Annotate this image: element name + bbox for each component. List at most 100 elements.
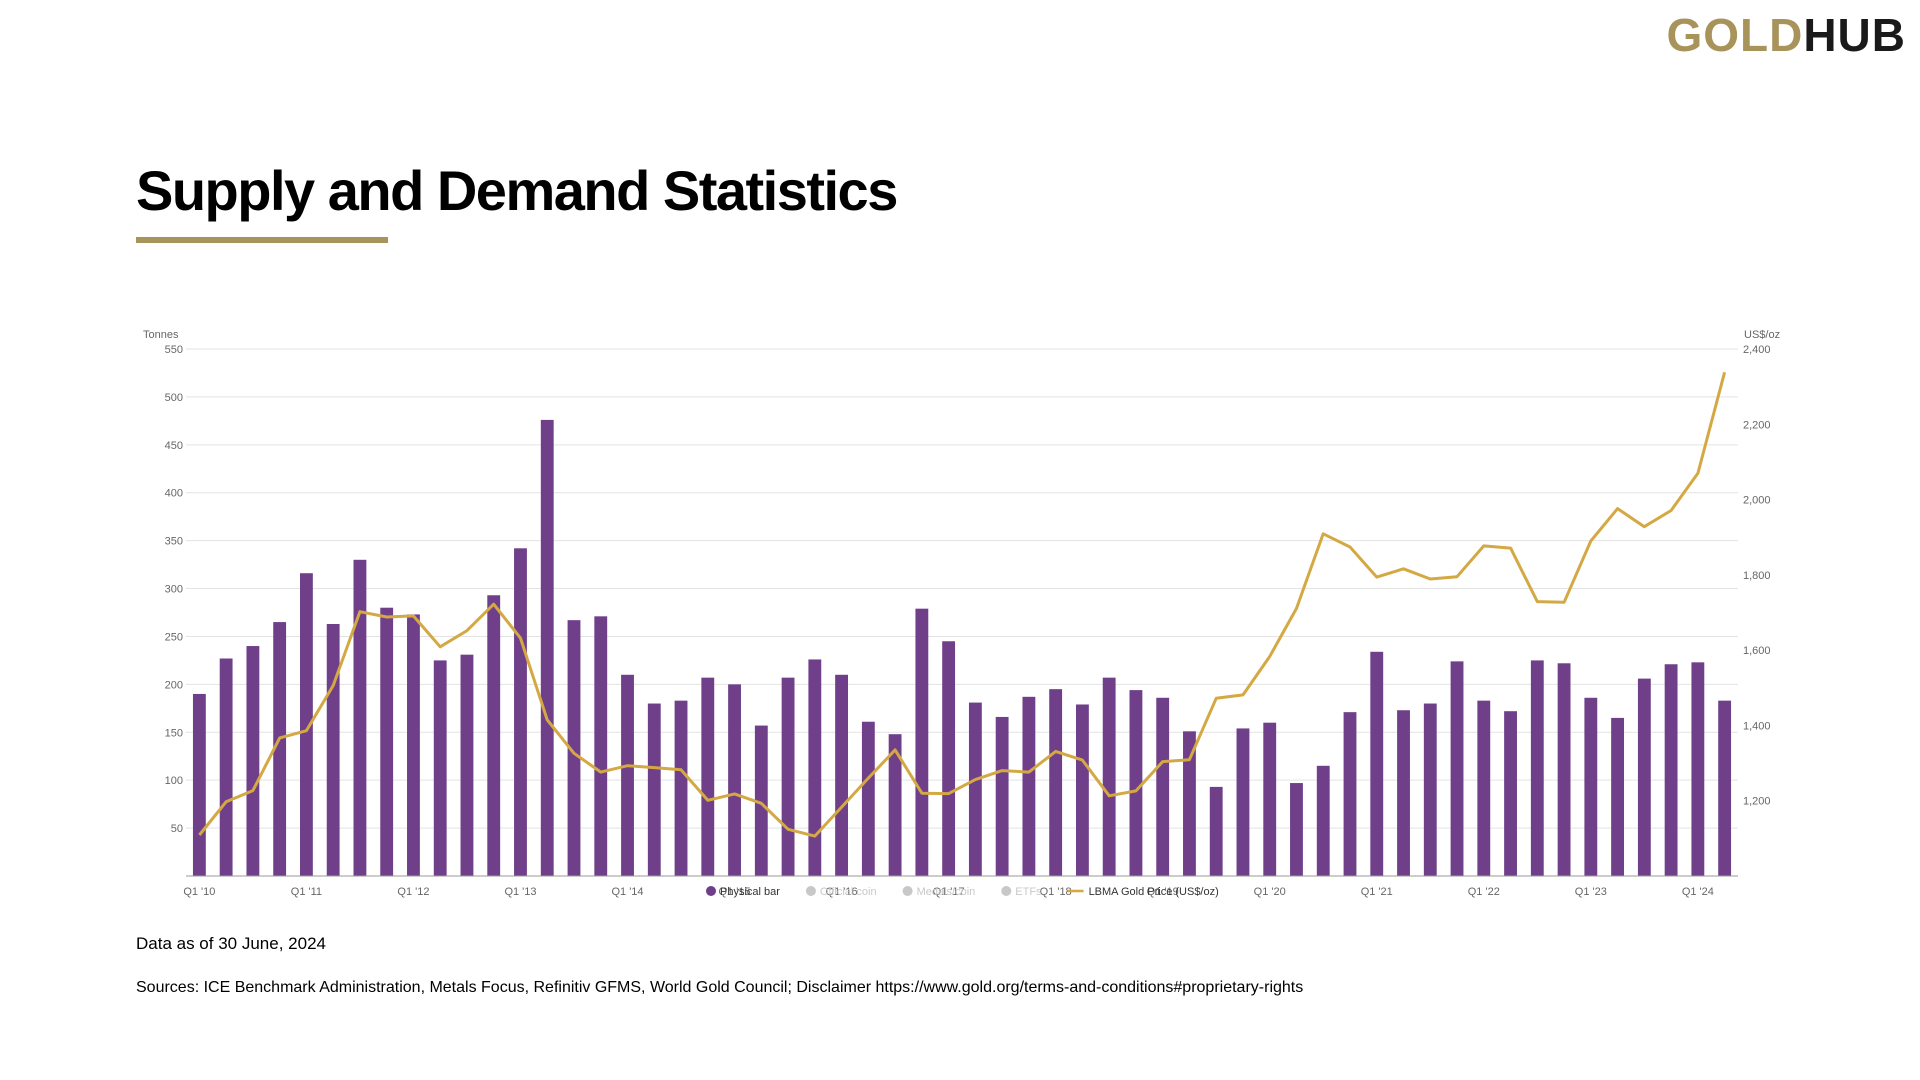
bar-physical-bar[interactable] [1450,661,1464,876]
logo-hub-text: HUB [1803,9,1906,61]
legend-label: LBMA Gold Price (US$/oz) [1089,886,1219,898]
bar-physical-bar[interactable] [326,623,340,876]
legend-label: ETFs [1015,886,1042,898]
page-title: Supply and Demand Statistics [136,159,898,222]
legend-label: Official coin [820,886,877,898]
bar-physical-bar[interactable] [1316,765,1330,876]
bar-physical-bar[interactable] [594,616,608,876]
legend-item[interactable]: Official coin [805,886,877,898]
bar-physical-bar[interactable] [754,725,768,876]
bar-physical-bar[interactable] [487,595,501,876]
bar-physical-bar[interactable] [407,614,420,876]
y-right-tick-label: 1,400 [1743,720,1771,732]
bar-physical-bar[interactable] [246,646,260,876]
legend-item[interactable]: ETFs [1001,886,1042,898]
bar-physical-bar[interactable] [888,734,902,876]
bar-physical-bar[interactable] [433,660,447,876]
bar-physical-bar[interactable] [273,622,287,876]
bar-physical-bar[interactable] [1129,690,1143,876]
x-tick-label: Q1 '13 [504,886,536,898]
bar-physical-bar[interactable] [647,703,661,876]
y-left-tick-label: 550 [165,344,183,356]
bar-physical-bar[interactable] [808,659,822,876]
bar-physical-bar[interactable] [1156,697,1170,876]
legend-item[interactable]: Physical bar [706,886,780,898]
bar-physical-bar[interactable] [1022,696,1036,876]
y-left-tick-label: 350 [165,536,183,548]
bar-physical-bar[interactable] [1102,677,1116,876]
bar-physical-bar[interactable] [514,548,527,876]
bar-physical-bar[interactable] [1691,662,1705,876]
bar-physical-bar[interactable] [1290,783,1303,876]
bar-physical-bar[interactable] [1343,712,1357,876]
goldhub-logo[interactable]: GOLDHUB [1666,8,1906,62]
bar-physical-bar[interactable] [567,620,581,876]
bar-physical-bar[interactable] [701,677,715,876]
bar-physical-bar[interactable] [1370,651,1384,876]
legend-item[interactable]: LBMA Gold Price (US$/oz) [1067,886,1219,898]
title-underline [136,237,388,243]
bar-physical-bar[interactable] [835,674,849,876]
y-right-tick-label: 1,800 [1743,570,1771,582]
bar-physical-bar[interactable] [192,693,206,876]
y-right-axis-title: US$/oz [1744,329,1780,341]
legend-marker-dot [902,886,913,896]
bar-series [192,419,1732,876]
y-left-tick-label: 300 [165,584,183,596]
line-lbma-gold-price[interactable] [198,371,1727,838]
bar-physical-bar[interactable] [942,641,956,876]
x-tick-label: Q1 '19 [1147,886,1179,898]
y-left-tick-label: 100 [165,775,183,787]
bar-physical-bar[interactable] [1637,678,1651,876]
legend-label: Medals/coin [917,886,976,898]
bar-physical-bar[interactable] [1557,663,1571,876]
legend-label: Physical bar [720,886,780,898]
bar-physical-bar[interactable] [1504,711,1517,876]
bar-physical-bar[interactable] [219,658,233,876]
bar-physical-bar[interactable] [1530,660,1544,876]
bar-physical-bar[interactable] [1584,697,1598,876]
y-left-tick-label: 400 [165,488,183,500]
y-left-tick-label: 200 [165,679,183,691]
bar-physical-bar[interactable] [1209,786,1223,876]
bar-physical-bar[interactable] [728,684,741,876]
bar-physical-bar[interactable] [1611,717,1625,876]
bar-physical-bar[interactable] [299,573,313,876]
bar-physical-bar[interactable] [995,716,1009,876]
x-tick-label: Q1 '11 [291,886,322,898]
bar-physical-bar[interactable] [353,559,367,876]
sources-note: Sources: ICE Benchmark Administration, M… [136,979,1304,996]
chart-legend[interactable]: Physical bar Official coin Medals/coin ETFs… [706,886,1219,898]
bar-physical-bar[interactable] [915,608,929,876]
bar-physical-bar[interactable] [1718,700,1732,876]
bar-physical-bar[interactable] [1477,700,1491,876]
bar-physical-bar[interactable] [380,607,394,876]
bar-physical-bar[interactable] [1397,710,1410,876]
bar-physical-bar[interactable] [1049,689,1063,876]
x-tick-label: Q1 '15 [719,886,751,898]
x-tick-label: Q1 '21 [1361,886,1393,898]
y-right-tick-label: 1,600 [1743,645,1771,657]
bar-physical-bar[interactable] [1075,704,1089,876]
x-tick-label: Q1 '14 [611,886,643,898]
bar-physical-bar[interactable] [1664,664,1678,876]
bar-physical-bar[interactable] [674,700,688,876]
data-as-of-note: Data as of 30 June, 2024 [136,934,326,953]
x-tick-label: Q1 '12 [397,886,429,898]
bar-physical-bar[interactable] [1263,722,1277,876]
bar-physical-bar[interactable] [1423,703,1437,876]
supply-demand-chart: 50 100 150 200 250 300 350 400 450 500 550 1,200 1,4… [143,329,1780,898]
bar-physical-bar[interactable] [861,721,875,876]
logo-gold-text: GOLD [1666,9,1804,61]
bar-physical-bar[interactable] [968,702,982,876]
bar-physical-bar[interactable] [1236,728,1250,876]
bar-physical-bar[interactable] [540,419,554,876]
y-right-tick-label: 1,200 [1743,796,1771,808]
bar-physical-bar[interactable] [781,677,795,876]
bar-physical-bar[interactable] [621,674,634,876]
y-left-tick-label: 150 [165,727,183,739]
bar-physical-bar[interactable] [460,654,474,876]
bar-physical-bar[interactable] [1183,731,1196,876]
legend-item[interactable]: Medals/coin [902,886,976,898]
y-left-tick-label: 50 [171,823,183,835]
